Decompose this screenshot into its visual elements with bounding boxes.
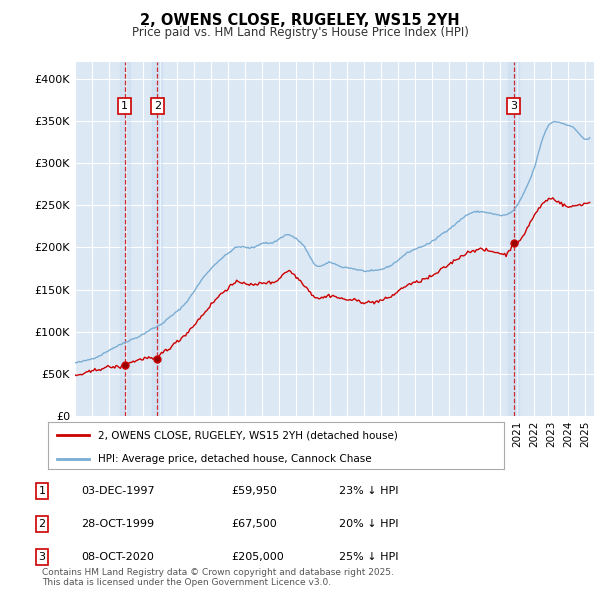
Text: Price paid vs. HM Land Registry's House Price Index (HPI): Price paid vs. HM Land Registry's House … xyxy=(131,26,469,39)
Text: 08-OCT-2020: 08-OCT-2020 xyxy=(81,552,154,562)
Text: 25% ↓ HPI: 25% ↓ HPI xyxy=(339,552,398,562)
Text: 1: 1 xyxy=(38,486,46,496)
Text: 2, OWENS CLOSE, RUGELEY, WS15 2YH: 2, OWENS CLOSE, RUGELEY, WS15 2YH xyxy=(140,13,460,28)
Text: 3: 3 xyxy=(38,552,46,562)
Text: 03-DEC-1997: 03-DEC-1997 xyxy=(81,486,155,496)
Bar xyxy=(119,62,130,416)
Text: HPI: Average price, detached house, Cannock Chase: HPI: Average price, detached house, Cann… xyxy=(98,454,372,464)
Text: £205,000: £205,000 xyxy=(231,552,284,562)
Bar xyxy=(508,62,518,416)
Text: £59,950: £59,950 xyxy=(231,486,277,496)
Text: 28-OCT-1999: 28-OCT-1999 xyxy=(81,519,154,529)
Text: 1: 1 xyxy=(121,101,128,111)
Text: Contains HM Land Registry data © Crown copyright and database right 2025.
This d: Contains HM Land Registry data © Crown c… xyxy=(42,568,394,587)
Text: 20% ↓ HPI: 20% ↓ HPI xyxy=(339,519,398,529)
Text: 3: 3 xyxy=(510,101,517,111)
Bar xyxy=(152,62,162,416)
Text: 2: 2 xyxy=(38,519,46,529)
Text: 2: 2 xyxy=(154,101,161,111)
Text: £67,500: £67,500 xyxy=(231,519,277,529)
Text: 2, OWENS CLOSE, RUGELEY, WS15 2YH (detached house): 2, OWENS CLOSE, RUGELEY, WS15 2YH (detac… xyxy=(98,430,398,440)
Text: 23% ↓ HPI: 23% ↓ HPI xyxy=(339,486,398,496)
